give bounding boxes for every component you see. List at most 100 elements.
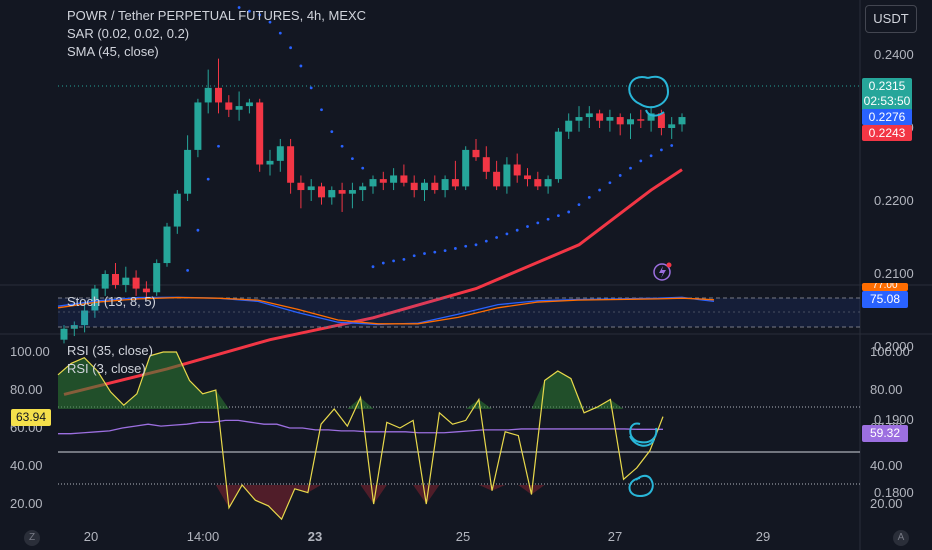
candle-body[interactable] xyxy=(534,179,542,187)
candle-body[interactable] xyxy=(194,102,202,150)
candle-body[interactable] xyxy=(142,288,150,293)
annotation-circle-rsi[interactable] xyxy=(629,422,658,447)
sar-dot xyxy=(649,154,653,158)
rsi-35-line[interactable] xyxy=(58,419,664,435)
candle-body[interactable] xyxy=(204,87,212,103)
candle-body[interactable] xyxy=(451,179,459,187)
candle-body[interactable] xyxy=(318,186,325,198)
candle-body[interactable] xyxy=(493,171,501,187)
candle-body[interactable] xyxy=(544,179,552,187)
rsi-left-tick: 20.00 xyxy=(10,496,43,511)
candle-body[interactable] xyxy=(554,131,562,180)
sar-price-tag[interactable]: 0.2276 xyxy=(862,109,912,125)
candle-body[interactable] xyxy=(441,179,449,191)
candle-body[interactable] xyxy=(369,179,377,187)
rsi-3-legend[interactable]: RSI (3, close) xyxy=(67,361,146,376)
sma-line[interactable] xyxy=(63,168,683,396)
candle-body[interactable] xyxy=(184,149,192,194)
rsi-right-tag[interactable]: 59.32 xyxy=(862,425,908,442)
sar-dot xyxy=(361,166,365,170)
candle-body[interactable] xyxy=(410,182,418,191)
stoch-legend[interactable]: Stoch (13, 8, 5) xyxy=(67,294,156,309)
candle-body[interactable] xyxy=(565,120,573,132)
candle-body[interactable] xyxy=(647,113,655,121)
candle-body[interactable] xyxy=(256,102,264,165)
sar-legend[interactable]: SAR (0.02, 0.02, 0.2) xyxy=(67,26,190,41)
currency-button[interactable]: USDT xyxy=(865,5,917,33)
time-tick-label: 20 xyxy=(84,529,98,544)
candle-body[interactable] xyxy=(153,263,161,293)
candle-body[interactable] xyxy=(678,117,686,125)
candle-body[interactable] xyxy=(390,175,398,183)
candle-body[interactable] xyxy=(91,288,99,311)
price-tick-label: 0.2000 xyxy=(874,339,914,354)
candle-body[interactable] xyxy=(657,113,665,128)
candle-body[interactable] xyxy=(616,117,624,125)
candle-body[interactable] xyxy=(637,119,645,121)
rsi-35-legend[interactable]: RSI (35, close) xyxy=(67,343,153,358)
candle-body[interactable] xyxy=(112,274,119,285)
candle-body[interactable] xyxy=(225,102,233,110)
timezone-button[interactable]: Z xyxy=(24,530,40,546)
candle-body[interactable] xyxy=(307,186,315,191)
sar-dot xyxy=(526,225,529,228)
candle-body[interactable] xyxy=(482,157,490,172)
candle-body[interactable] xyxy=(235,106,243,110)
price-tick-label: 0.2200 xyxy=(874,193,914,208)
price-tick-label: 0.1900 xyxy=(874,412,914,427)
candle-body[interactable] xyxy=(245,102,253,107)
candle-body[interactable] xyxy=(513,164,521,176)
sar-dot xyxy=(443,249,447,253)
candle-body[interactable] xyxy=(328,190,336,198)
candlestick-series[interactable] xyxy=(60,58,686,344)
candle-body[interactable] xyxy=(163,226,171,264)
candle-body[interactable] xyxy=(431,182,439,191)
candle-body[interactable] xyxy=(596,113,604,121)
candle-body[interactable] xyxy=(359,186,367,191)
stoch-d-tag[interactable]: 77.00 xyxy=(862,283,908,291)
candle-body[interactable] xyxy=(348,190,356,194)
rsi-3-line[interactable] xyxy=(57,351,664,521)
candle-body[interactable] xyxy=(668,124,676,128)
candle-body[interactable] xyxy=(132,277,140,289)
candle-body[interactable] xyxy=(575,117,583,121)
sar-dot xyxy=(289,46,292,50)
candle-body[interactable] xyxy=(462,149,470,187)
candle-body[interactable] xyxy=(472,149,480,158)
candle-body[interactable] xyxy=(379,179,387,183)
candle-body[interactable] xyxy=(421,182,428,191)
sar-dot xyxy=(340,144,344,148)
candle-body[interactable] xyxy=(215,87,222,103)
candle-body[interactable] xyxy=(287,146,295,183)
candle-body[interactable] xyxy=(400,175,408,183)
candle-body[interactable] xyxy=(585,113,593,118)
stoch-d-line[interactable] xyxy=(57,296,715,325)
candle-body[interactable] xyxy=(101,274,109,289)
sar-dot xyxy=(330,130,334,134)
candle-body[interactable] xyxy=(60,328,68,340)
lightning-icon[interactable] xyxy=(653,262,672,281)
candle-body[interactable] xyxy=(503,164,511,187)
symbol-title[interactable]: POWR / Tether PERPETUAL FUTURES, 4h, MEX… xyxy=(67,8,367,23)
candle-body[interactable] xyxy=(297,182,305,191)
stoch-k-tag[interactable]: 75.08 xyxy=(862,291,908,308)
candle-body[interactable] xyxy=(81,310,89,326)
annotation-circle-rsi-low[interactable] xyxy=(628,474,654,498)
last-price-tag[interactable]: 0.2315 02:53:50 xyxy=(862,78,912,111)
annotation-circle-price[interactable] xyxy=(628,75,670,117)
candle-body[interactable] xyxy=(122,277,130,285)
candle-body[interactable] xyxy=(266,160,274,165)
rsi-left-tick: 40.00 xyxy=(10,458,43,473)
rsi-left-tag[interactable]: 63.94 xyxy=(11,409,51,426)
candle-body[interactable] xyxy=(276,146,284,161)
candle-body[interactable] xyxy=(524,175,531,180)
sar-dot xyxy=(454,247,457,250)
candle-body[interactable] xyxy=(627,119,634,125)
sma-legend[interactable]: SMA (45, close) xyxy=(67,44,159,59)
sma-price-tag[interactable]: 0.2243 xyxy=(862,125,912,141)
time-axis[interactable]: 20 14:00 23 25 27 29 xyxy=(84,529,770,544)
candle-body[interactable] xyxy=(173,193,181,227)
auto-scale-button[interactable]: A xyxy=(893,530,909,546)
candle-body[interactable] xyxy=(338,190,346,194)
candle-body[interactable] xyxy=(606,117,614,121)
